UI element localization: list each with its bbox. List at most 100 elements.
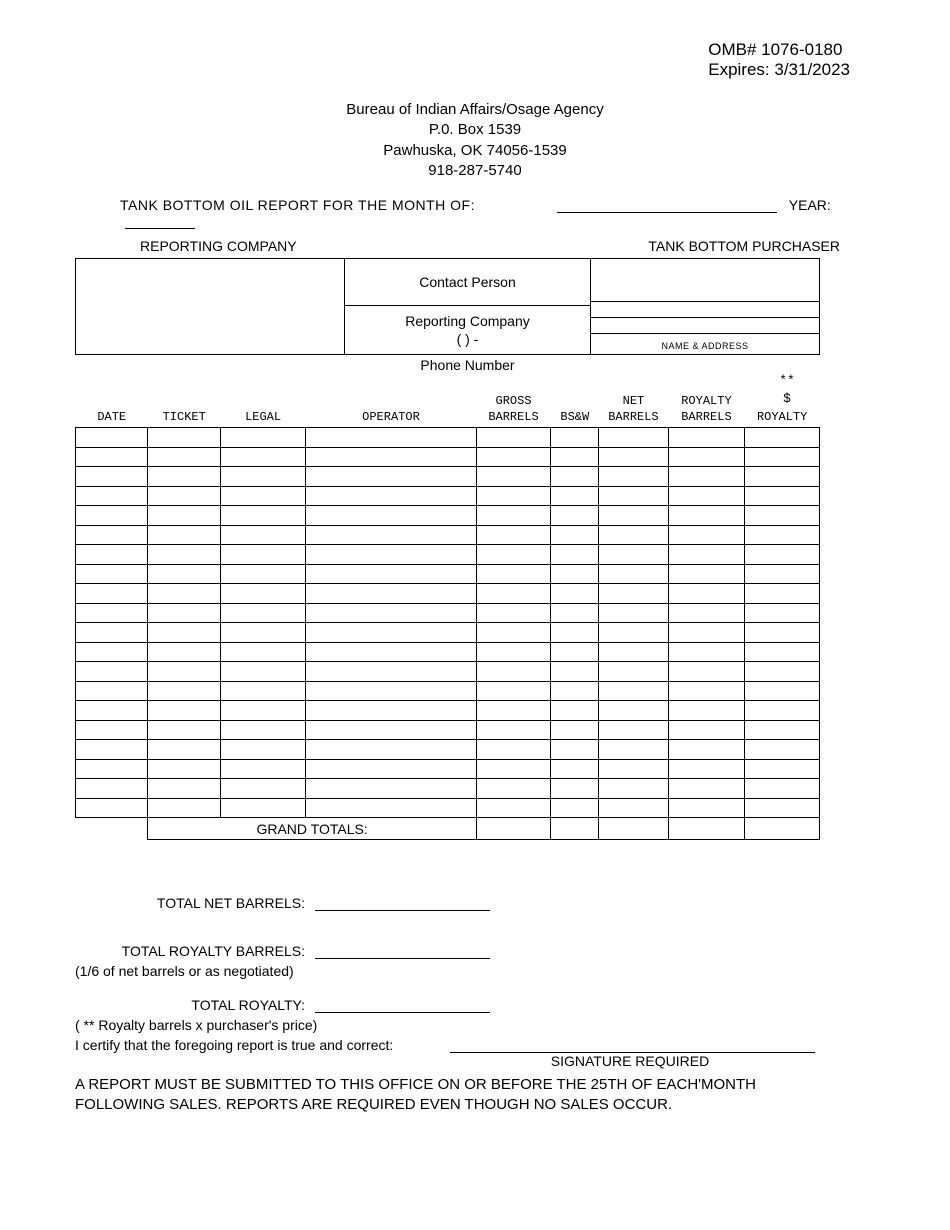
- table-cell[interactable]: [76, 467, 148, 487]
- table-cell[interactable]: [220, 603, 305, 623]
- table-row[interactable]: [76, 564, 820, 584]
- table-cell[interactable]: [76, 720, 148, 740]
- grand-totals-cell[interactable]: [551, 818, 599, 840]
- table-cell[interactable]: [599, 486, 668, 506]
- table-cell[interactable]: [148, 428, 220, 448]
- table-cell[interactable]: [599, 701, 668, 721]
- table-cell[interactable]: [668, 720, 745, 740]
- table-cell[interactable]: [668, 428, 745, 448]
- table-cell[interactable]: [599, 545, 668, 565]
- table-cell[interactable]: [668, 798, 745, 818]
- table-cell[interactable]: [306, 681, 477, 701]
- table-cell[interactable]: [551, 486, 599, 506]
- table-row[interactable]: [76, 759, 820, 779]
- table-cell[interactable]: [599, 798, 668, 818]
- table-cell[interactable]: [220, 584, 305, 604]
- table-cell[interactable]: [220, 720, 305, 740]
- table-cell[interactable]: [220, 467, 305, 487]
- table-cell[interactable]: [476, 447, 551, 467]
- table-cell[interactable]: [476, 681, 551, 701]
- table-cell[interactable]: [668, 564, 745, 584]
- table-row[interactable]: [76, 584, 820, 604]
- table-cell[interactable]: [220, 428, 305, 448]
- table-cell[interactable]: [76, 506, 148, 526]
- table-cell[interactable]: [148, 798, 220, 818]
- table-row[interactable]: [76, 447, 820, 467]
- table-cell[interactable]: [476, 779, 551, 799]
- table-row[interactable]: [76, 740, 820, 760]
- table-cell[interactable]: [76, 681, 148, 701]
- table-cell[interactable]: [599, 428, 668, 448]
- table-cell[interactable]: [306, 467, 477, 487]
- table-cell[interactable]: [668, 681, 745, 701]
- table-cell[interactable]: [476, 525, 551, 545]
- table-cell[interactable]: [148, 467, 220, 487]
- table-cell[interactable]: [476, 486, 551, 506]
- table-cell[interactable]: [551, 603, 599, 623]
- table-cell[interactable]: [745, 720, 820, 740]
- table-cell[interactable]: [668, 740, 745, 760]
- table-cell[interactable]: [745, 428, 820, 448]
- table-cell[interactable]: [306, 545, 477, 565]
- table-cell[interactable]: [306, 759, 477, 779]
- table-cell[interactable]: [220, 681, 305, 701]
- table-cell[interactable]: [148, 701, 220, 721]
- table-cell[interactable]: [220, 740, 305, 760]
- table-cell[interactable]: [551, 623, 599, 643]
- table-row[interactable]: [76, 662, 820, 682]
- table-cell[interactable]: [745, 759, 820, 779]
- table-cell[interactable]: [148, 564, 220, 584]
- table-row[interactable]: [76, 603, 820, 623]
- total-royalty-input[interactable]: [315, 997, 490, 1013]
- table-cell[interactable]: [745, 662, 820, 682]
- grand-totals-cell[interactable]: [599, 818, 668, 840]
- table-cell[interactable]: [745, 701, 820, 721]
- table-cell[interactable]: [551, 779, 599, 799]
- table-cell[interactable]: [306, 740, 477, 760]
- table-cell[interactable]: [306, 447, 477, 467]
- table-cell[interactable]: [599, 642, 668, 662]
- table-cell[interactable]: [668, 506, 745, 526]
- table-cell[interactable]: [745, 681, 820, 701]
- table-cell[interactable]: [148, 681, 220, 701]
- table-cell[interactable]: [148, 486, 220, 506]
- table-cell[interactable]: [76, 564, 148, 584]
- table-row[interactable]: [76, 720, 820, 740]
- table-cell[interactable]: [306, 798, 477, 818]
- table-row[interactable]: [76, 798, 820, 818]
- table-cell[interactable]: [745, 467, 820, 487]
- table-cell[interactable]: [551, 428, 599, 448]
- table-cell[interactable]: [476, 428, 551, 448]
- table-cell[interactable]: [599, 564, 668, 584]
- table-cell[interactable]: [148, 506, 220, 526]
- table-cell[interactable]: [599, 467, 668, 487]
- table-cell[interactable]: [148, 720, 220, 740]
- table-cell[interactable]: [148, 603, 220, 623]
- table-cell[interactable]: [148, 662, 220, 682]
- table-cell[interactable]: [476, 506, 551, 526]
- table-cell[interactable]: [76, 525, 148, 545]
- table-cell[interactable]: [551, 525, 599, 545]
- table-cell[interactable]: [220, 623, 305, 643]
- table-cell[interactable]: [148, 779, 220, 799]
- table-row[interactable]: [76, 428, 820, 448]
- reporting-company-box[interactable]: [75, 258, 345, 355]
- table-cell[interactable]: [148, 545, 220, 565]
- table-cell[interactable]: [551, 506, 599, 526]
- table-cell[interactable]: [551, 740, 599, 760]
- table-cell[interactable]: [476, 701, 551, 721]
- table-cell[interactable]: [76, 779, 148, 799]
- table-cell[interactable]: [306, 584, 477, 604]
- table-cell[interactable]: [668, 662, 745, 682]
- table-cell[interactable]: [476, 740, 551, 760]
- table-cell[interactable]: [551, 759, 599, 779]
- table-cell[interactable]: [599, 623, 668, 643]
- table-cell[interactable]: [476, 642, 551, 662]
- grand-totals-cell[interactable]: [745, 818, 820, 840]
- table-cell[interactable]: [76, 584, 148, 604]
- table-cell[interactable]: [599, 681, 668, 701]
- table-cell[interactable]: [668, 525, 745, 545]
- table-cell[interactable]: [76, 798, 148, 818]
- table-cell[interactable]: [220, 545, 305, 565]
- table-cell[interactable]: [551, 642, 599, 662]
